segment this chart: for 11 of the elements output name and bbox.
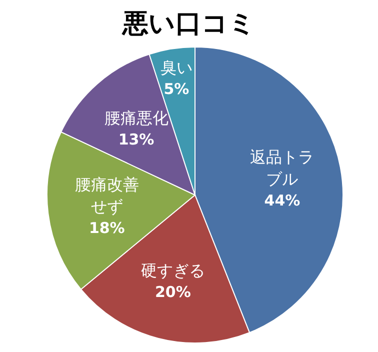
data-label: 44% <box>264 191 300 210</box>
slice-label: 腰痛改善せず <box>74 174 139 216</box>
data-label: 20% <box>154 283 191 302</box>
slice-label: 腰痛悪化 <box>104 108 168 127</box>
slice-label: 硬すぎる <box>140 260 205 280</box>
data-label: 13% <box>118 130 154 148</box>
data-label: 18% <box>88 219 125 238</box>
data-label: 5% <box>164 80 190 98</box>
slice-label: 返品トラブル <box>250 146 314 188</box>
slice-label: 臭い <box>160 58 192 77</box>
chart-title: 悪い口コミ <box>120 8 256 41</box>
